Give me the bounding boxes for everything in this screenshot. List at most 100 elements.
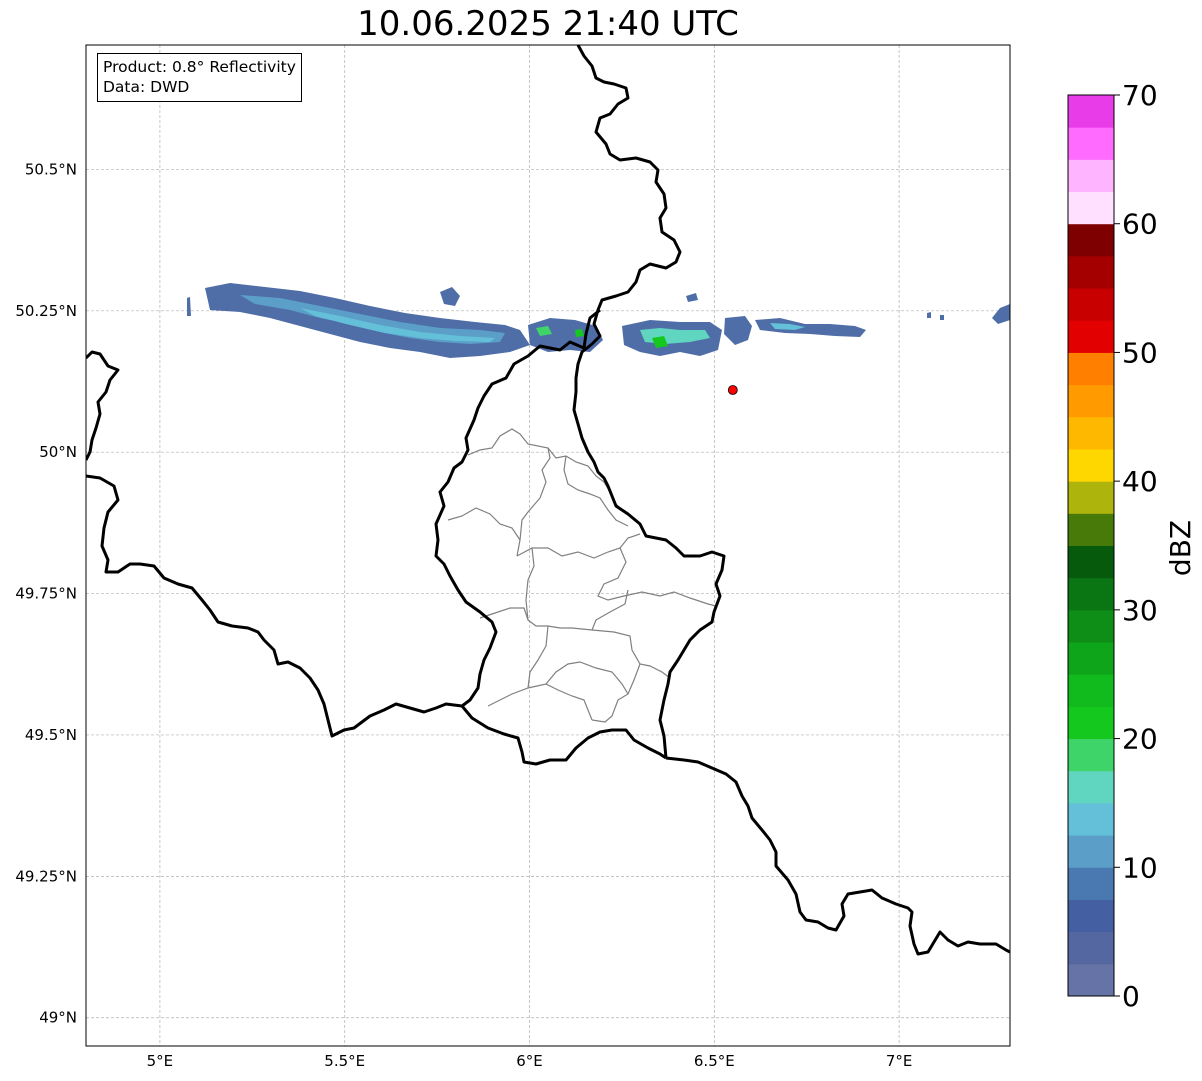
colorbar-segment bbox=[1068, 320, 1114, 353]
echo-east-3-inner bbox=[770, 323, 805, 330]
colorbar-segment bbox=[1068, 159, 1114, 193]
product-info-box: Product: 0.8° Reflectivity Data: DWD bbox=[97, 53, 302, 102]
echo-small-east-b bbox=[940, 315, 944, 320]
colorbar-segments bbox=[1068, 95, 1114, 997]
district-border-north bbox=[467, 428, 551, 557]
colorbar-segment bbox=[1068, 706, 1114, 740]
echo-small-west bbox=[187, 297, 191, 316]
colorbar-tick-label: 50 bbox=[1122, 336, 1158, 369]
district-border-redange bbox=[479, 607, 529, 621]
colorbar-tick-label: 40 bbox=[1122, 465, 1158, 498]
lat-tick-label: 50°N bbox=[39, 443, 77, 461]
colorbar-segment bbox=[1068, 255, 1114, 289]
district-border-south bbox=[545, 661, 629, 695]
colorbar-tick-label: 10 bbox=[1122, 851, 1158, 884]
colorbar-segment bbox=[1068, 867, 1114, 900]
colorbar-tick-label: 70 bbox=[1122, 79, 1158, 112]
colorbar-segment bbox=[1068, 609, 1114, 643]
lon-tick-label: 5°E bbox=[147, 1052, 174, 1070]
radar-echoes bbox=[187, 283, 1010, 358]
border-luxembourg-belgium bbox=[434, 308, 601, 708]
border-germany-france bbox=[665, 756, 1010, 956]
colorbar: 0 10 20 30 40 50 60 70 dBZ bbox=[1067, 79, 1197, 1013]
lon-tick-label: 5.5°E bbox=[324, 1052, 365, 1070]
lat-tick-label: 49.75°N bbox=[15, 585, 77, 603]
colorbar-segment bbox=[1068, 191, 1114, 225]
colorbar-segment bbox=[1068, 352, 1114, 386]
district-border-remich bbox=[591, 663, 641, 723]
colorbar-segment bbox=[1068, 770, 1114, 804]
lat-tick-label: 49.5°N bbox=[25, 726, 77, 744]
border-belgium-netherlands bbox=[86, 350, 120, 461]
district-border-diekirch bbox=[516, 533, 641, 559]
border-germany-belgium bbox=[572, 45, 726, 759]
colorbar-segment bbox=[1068, 127, 1114, 160]
plot-frame bbox=[85, 44, 1011, 1047]
echo-band-west-inner bbox=[240, 295, 505, 344]
district-border-wiltz bbox=[563, 455, 629, 527]
lat-tick-label: 49°N bbox=[39, 1009, 77, 1027]
colorbar-segment bbox=[1068, 577, 1114, 611]
lon-tick-label: 7°E bbox=[886, 1052, 913, 1070]
colorbar-segment bbox=[1068, 95, 1114, 128]
lat-tick-label: 50.5°N bbox=[25, 160, 77, 178]
colorbar-segment bbox=[1068, 674, 1114, 707]
colorbar-ticks: 0 10 20 30 40 50 60 70 bbox=[1114, 79, 1158, 1013]
lat-tick-label: 49.25°N bbox=[15, 867, 77, 885]
colorbar-tick-label: 20 bbox=[1122, 723, 1158, 756]
lat-tick-label: 50.25°N bbox=[15, 302, 77, 320]
map-title: 10.06.2025 21:40 UTC bbox=[357, 4, 739, 44]
echo-small-east-a bbox=[927, 312, 931, 318]
colorbar-segment bbox=[1068, 931, 1114, 965]
district-border-luxembourg-city bbox=[591, 589, 629, 631]
district-border-grevenmacher bbox=[591, 629, 671, 679]
echo-band-west-core bbox=[300, 308, 495, 342]
border-belgium-france bbox=[86, 474, 463, 738]
longitude-tick-labels: 5°E 5.5°E 6°E 6.5°E 7°E bbox=[147, 1052, 913, 1070]
latitude-tick-labels: 50.5°N 50.25°N 50°N 49.75°N 49.5°N 49.25°N 49°… bbox=[15, 160, 77, 1026]
colorbar-segment bbox=[1068, 802, 1114, 836]
colorbar-segment bbox=[1068, 899, 1114, 933]
echo-small-north bbox=[440, 287, 460, 306]
borders bbox=[86, 45, 1010, 956]
lon-tick-label: 6.5°E bbox=[694, 1052, 735, 1070]
colorbar-segment bbox=[1068, 545, 1114, 579]
colorbar-segment bbox=[1068, 223, 1114, 257]
echo-center-core2 bbox=[575, 329, 584, 337]
echo-center-core bbox=[536, 326, 552, 336]
echo-east-3 bbox=[755, 318, 866, 337]
colorbar-segment bbox=[1068, 642, 1114, 675]
district-border-west bbox=[447, 507, 521, 541]
plot-area bbox=[86, 45, 1010, 1046]
radar-site-marker bbox=[727, 385, 738, 395]
echo-east-2 bbox=[724, 316, 752, 345]
echo-east-1-core bbox=[652, 336, 668, 348]
lon-tick-label: 6°E bbox=[516, 1052, 543, 1070]
colorbar-frame bbox=[1067, 94, 1115, 997]
district-border-echternach bbox=[597, 547, 717, 607]
colorbar-tick-label: 60 bbox=[1122, 208, 1158, 241]
colorbar-segment bbox=[1068, 416, 1114, 450]
colorbar-segment bbox=[1068, 738, 1114, 772]
echo-east-edge bbox=[992, 304, 1010, 324]
country-borders bbox=[86, 45, 1010, 956]
colorbar-label: dBZ bbox=[1164, 520, 1197, 576]
colorbar-segment bbox=[1068, 288, 1114, 321]
colorbar-segment bbox=[1068, 963, 1114, 997]
colorbar-segment bbox=[1068, 448, 1114, 482]
colorbar-segment bbox=[1068, 481, 1114, 514]
colorbar-segment bbox=[1068, 513, 1114, 546]
colorbar-segment bbox=[1068, 384, 1114, 418]
gridlines bbox=[86, 45, 1010, 1046]
colorbar-tick-label: 0 bbox=[1122, 980, 1140, 1013]
border-luxembourg-france bbox=[460, 705, 667, 766]
district-border-mersch bbox=[525, 547, 593, 631]
data-source-text: Data: DWD bbox=[103, 78, 190, 96]
colorbar-tick-label: 30 bbox=[1122, 594, 1158, 627]
district-borders bbox=[447, 428, 717, 723]
colorbar-segment bbox=[1068, 835, 1114, 868]
echo-small-northeast bbox=[686, 293, 698, 302]
product-text: Product: 0.8° Reflectivity bbox=[103, 58, 296, 76]
district-border-capellen bbox=[527, 625, 549, 689]
